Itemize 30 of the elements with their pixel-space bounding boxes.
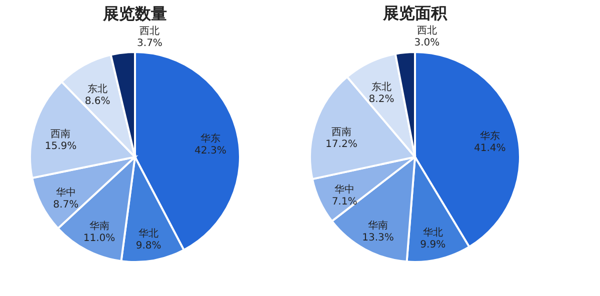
- slice-label: 东北: [372, 80, 392, 93]
- slice-label: 华中: [56, 186, 76, 198]
- slice-label: 华东: [480, 130, 500, 142]
- data-label: 41.4%: [474, 143, 506, 154]
- data-label: 8.7%: [53, 199, 79, 210]
- data-label: 7.1%: [332, 196, 358, 208]
- chart-title: 展览面积: [382, 4, 448, 23]
- chart-title: 展览数量: [102, 4, 167, 23]
- data-label: 8.6%: [84, 96, 110, 107]
- data-label: 3.0%: [414, 38, 440, 49]
- data-label: 11.0%: [83, 233, 116, 244]
- slice-label: 华南: [89, 220, 110, 232]
- data-label: 9.9%: [420, 240, 446, 251]
- slice-label: 东北: [88, 82, 108, 95]
- data-label: 3.7%: [137, 38, 162, 49]
- data-label: 9.8%: [136, 240, 162, 252]
- slice-label: 华北: [138, 228, 159, 240]
- slice-label: 华东: [200, 132, 220, 144]
- data-label: 42.3%: [194, 145, 226, 156]
- slice-label: 西北: [416, 24, 437, 37]
- data-label: 8.2%: [368, 94, 394, 105]
- data-label: 13.3%: [362, 232, 394, 244]
- slice-label: 西南: [331, 126, 352, 138]
- slice-label: 华中: [334, 184, 355, 196]
- data-label: 15.9%: [44, 141, 77, 152]
- slice-label: 西南: [50, 128, 71, 140]
- slice-label: 华北: [422, 226, 443, 239]
- slice-label: 华南: [368, 219, 388, 232]
- data-label: 17.2%: [326, 138, 358, 150]
- slice-label: 西北: [140, 24, 160, 37]
